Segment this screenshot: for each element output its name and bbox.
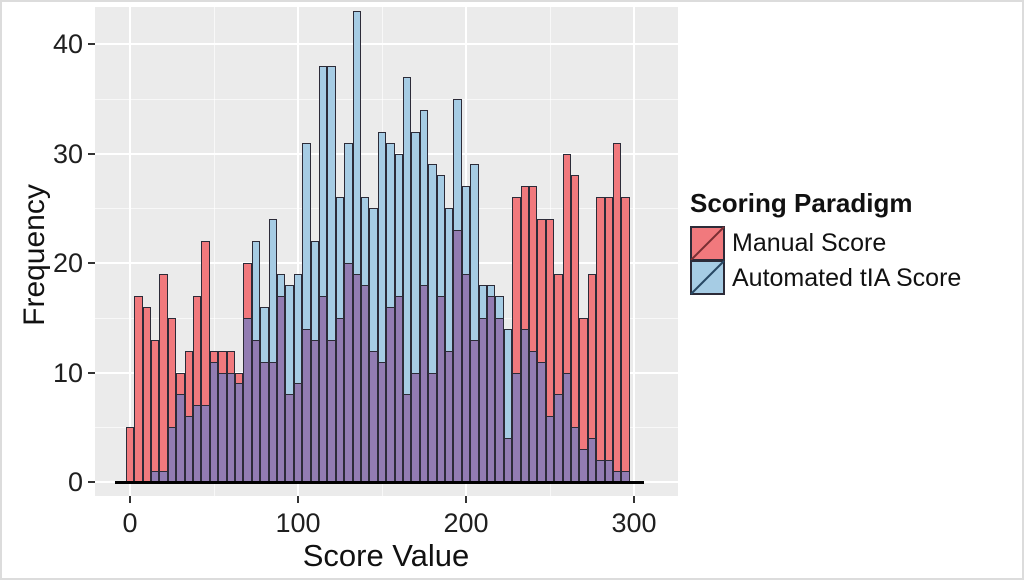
bar-overlap [529, 350, 538, 482]
bar-overlap [226, 372, 235, 482]
x-tick-mark [129, 496, 131, 503]
gridline-x-major [297, 7, 299, 496]
bar-overlap [352, 273, 361, 482]
bar-overlap [445, 350, 454, 482]
y-tick-label: 40 [52, 29, 83, 59]
bar-overlap [184, 416, 193, 482]
bar-overlap [335, 317, 345, 482]
legend-item-automated-tia-score: Automated tIA Score [690, 260, 962, 296]
bar-overlap [285, 394, 294, 482]
x-tick-label: 0 [122, 508, 138, 538]
x-axis-line [115, 481, 644, 484]
bar-overlap [495, 317, 504, 482]
gridline-y-major [95, 43, 678, 45]
bar-overlap [386, 306, 395, 482]
bar-overlap [503, 438, 513, 482]
bar-overlap [571, 427, 580, 482]
y-tick-mark [88, 262, 95, 264]
y-tick-mark [88, 43, 95, 45]
gridline-x-minor [214, 7, 215, 496]
y-tick-label: 30 [52, 138, 83, 169]
bar-overlap [512, 372, 521, 482]
bar-overlap [453, 230, 462, 482]
x-tick-mark [633, 496, 635, 503]
bar-overlap [167, 427, 177, 482]
x-tick-mark [465, 496, 467, 503]
bar-manual-score [596, 197, 605, 482]
bar-overlap [554, 394, 563, 482]
legend-label-manual-score: Manual Score [732, 229, 887, 257]
x-axis-title: Score Value [302, 538, 470, 573]
y-tick-label: 10 [52, 357, 83, 388]
bar-overlap [587, 438, 597, 482]
bar-overlap [277, 295, 286, 482]
gridline-x-major [129, 7, 131, 496]
bar-overlap [394, 295, 403, 482]
bar-manual-score [134, 295, 143, 482]
automated-tia-score-swatch-icon [690, 260, 725, 295]
legend: Scoring Paradigm Manual Score Automated … [690, 188, 961, 296]
y-tick-mark [88, 152, 95, 155]
bar-overlap [520, 328, 529, 482]
bar-manual-score [604, 197, 613, 482]
x-tick-mark [297, 496, 299, 503]
bar-overlap [403, 394, 412, 482]
bar-manual-score [621, 197, 630, 482]
bar-overlap [310, 339, 319, 482]
bar-overlap [487, 295, 496, 482]
bar-manual-score [142, 306, 151, 482]
y-tick-mark [88, 371, 95, 374]
gridline-x-major [633, 7, 635, 496]
gridline-y-minor [95, 98, 678, 100]
bar-overlap [293, 383, 303, 482]
bar-overlap [604, 460, 613, 482]
bar-overlap [470, 339, 479, 482]
bar-overlap [319, 295, 328, 482]
bar-overlap [176, 394, 185, 482]
bar-overlap [302, 328, 311, 482]
bar-manual-score [151, 339, 160, 482]
bar-overlap [268, 361, 277, 482]
bar-overlap [419, 284, 429, 482]
bar-overlap [209, 361, 219, 482]
bar-manual-score [159, 273, 168, 482]
y-tick-label: 0 [67, 467, 83, 497]
bar-overlap [361, 284, 370, 482]
bar-overlap [260, 361, 269, 482]
bar-overlap [537, 361, 546, 482]
bar-overlap [579, 449, 588, 482]
bar-overlap [369, 350, 378, 482]
bar-overlap [436, 295, 445, 482]
x-tick-label: 300 [611, 508, 657, 538]
bar-overlap [478, 317, 487, 482]
bar-overlap [428, 372, 437, 482]
bar-manual-score [125, 427, 135, 482]
bar-overlap [235, 383, 244, 482]
bar-overlap [327, 339, 336, 482]
bar-overlap [461, 273, 471, 482]
bar-overlap [545, 416, 555, 482]
bar-overlap [377, 361, 387, 482]
bar-manual-score [613, 142, 622, 482]
manual-score-swatch-icon [690, 226, 725, 261]
bar-overlap [251, 339, 261, 482]
legend-item-manual-score: Manual Score [690, 226, 961, 261]
bar-overlap [193, 405, 202, 482]
bar-overlap [201, 405, 210, 482]
legend-title: Scoring Paradigm [690, 188, 913, 218]
bar-overlap [562, 372, 571, 482]
plot-panel [95, 7, 678, 496]
x-tick-label: 100 [275, 508, 321, 538]
y-tick-label: 20 [52, 248, 83, 278]
legend-label-automated-tia-score: Automated tIA Score [732, 264, 962, 292]
bar-overlap [596, 460, 605, 482]
bar-overlap [218, 372, 227, 482]
y-tick-mark [88, 481, 95, 483]
bar-overlap [344, 263, 353, 482]
bar-overlap [411, 372, 420, 482]
x-tick-label: 200 [443, 508, 489, 538]
bar-overlap [243, 317, 252, 482]
